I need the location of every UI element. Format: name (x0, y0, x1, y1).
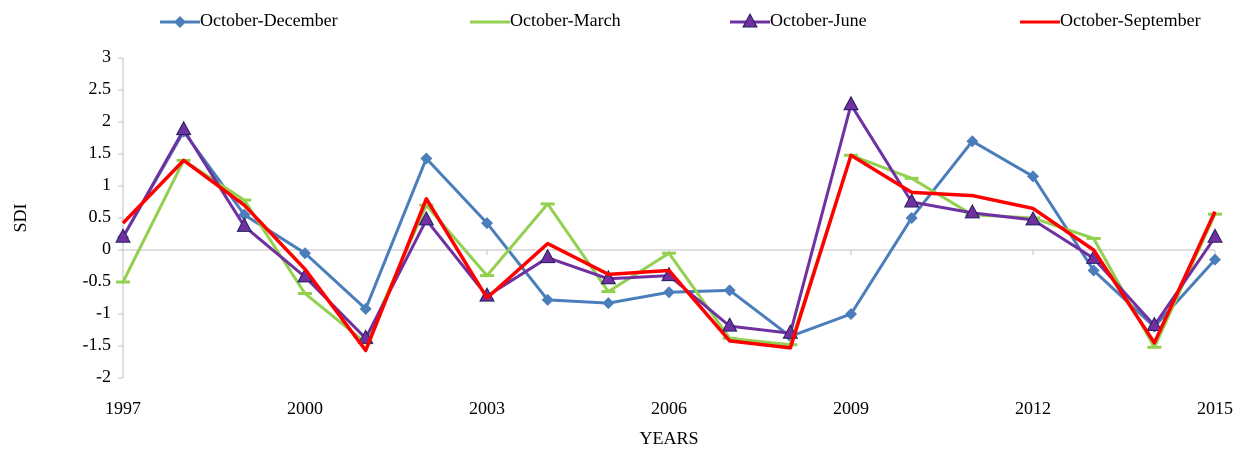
y-tick-label: 0.5 (89, 206, 112, 226)
marker (238, 208, 251, 221)
marker (1025, 210, 1041, 226)
x-tick-label: 1997 (105, 398, 141, 418)
marker (418, 210, 435, 226)
x-tick-label: 2003 (469, 398, 505, 418)
legend-label: October-September (1060, 10, 1201, 30)
marker (964, 203, 981, 219)
marker (420, 152, 433, 165)
y-tick-label: -0.5 (83, 270, 112, 290)
legend-marker (483, 20, 497, 24)
legend-marker (742, 12, 758, 28)
marker (905, 212, 918, 224)
y-tick-label: 0 (102, 238, 111, 258)
marker (237, 198, 252, 202)
marker (1147, 345, 1162, 349)
y-tick-label: 1.5 (89, 142, 112, 162)
marker (1027, 170, 1039, 183)
x-tick-label: 2006 (651, 398, 687, 418)
marker (480, 274, 494, 278)
marker (600, 269, 617, 285)
y-tick-label: 2.5 (89, 78, 112, 98)
y-tick-label: -2 (96, 366, 111, 386)
marker (721, 317, 738, 332)
marker (539, 248, 556, 264)
marker (601, 290, 616, 294)
marker (602, 297, 615, 310)
marker (298, 292, 312, 296)
x-tick-label: 2015 (1197, 398, 1233, 418)
legend-marker (174, 16, 186, 28)
marker (663, 286, 675, 299)
y-tick-label: -1.5 (83, 334, 112, 354)
marker (175, 120, 192, 136)
x-tick-label: 2000 (287, 398, 323, 418)
marker (723, 284, 736, 297)
marker (1087, 264, 1100, 277)
marker (115, 228, 131, 243)
marker (662, 251, 676, 255)
y-axis-title: SDI (10, 203, 30, 232)
marker (236, 217, 253, 232)
y-tick-label: 1 (102, 174, 111, 194)
marker (843, 95, 859, 111)
y-tick-label: 2 (102, 110, 111, 130)
x-tick-label: 2012 (1015, 398, 1051, 418)
y-tick-label: -1 (96, 302, 111, 322)
marker (1207, 228, 1223, 243)
series-line (121, 153, 1217, 353)
y-tick-label: 3 (102, 46, 111, 66)
marker (481, 217, 493, 230)
x-tick-label: 2009 (833, 398, 869, 418)
series-line (121, 130, 1217, 338)
marker (1146, 316, 1163, 332)
marker (540, 202, 555, 206)
legend-label: October-March (510, 10, 621, 30)
marker (845, 308, 857, 320)
marker (359, 302, 372, 315)
marker (116, 280, 130, 284)
x-axis-title: YEARS (639, 428, 698, 448)
marker (419, 203, 434, 207)
marker (541, 293, 554, 306)
marker (904, 176, 919, 180)
legend-label: October-June (770, 10, 867, 30)
marker (1209, 253, 1221, 266)
marker (903, 192, 920, 208)
marker (966, 135, 979, 148)
legend-label: October-December (200, 10, 338, 30)
marker (299, 247, 311, 260)
marker (1086, 236, 1101, 240)
